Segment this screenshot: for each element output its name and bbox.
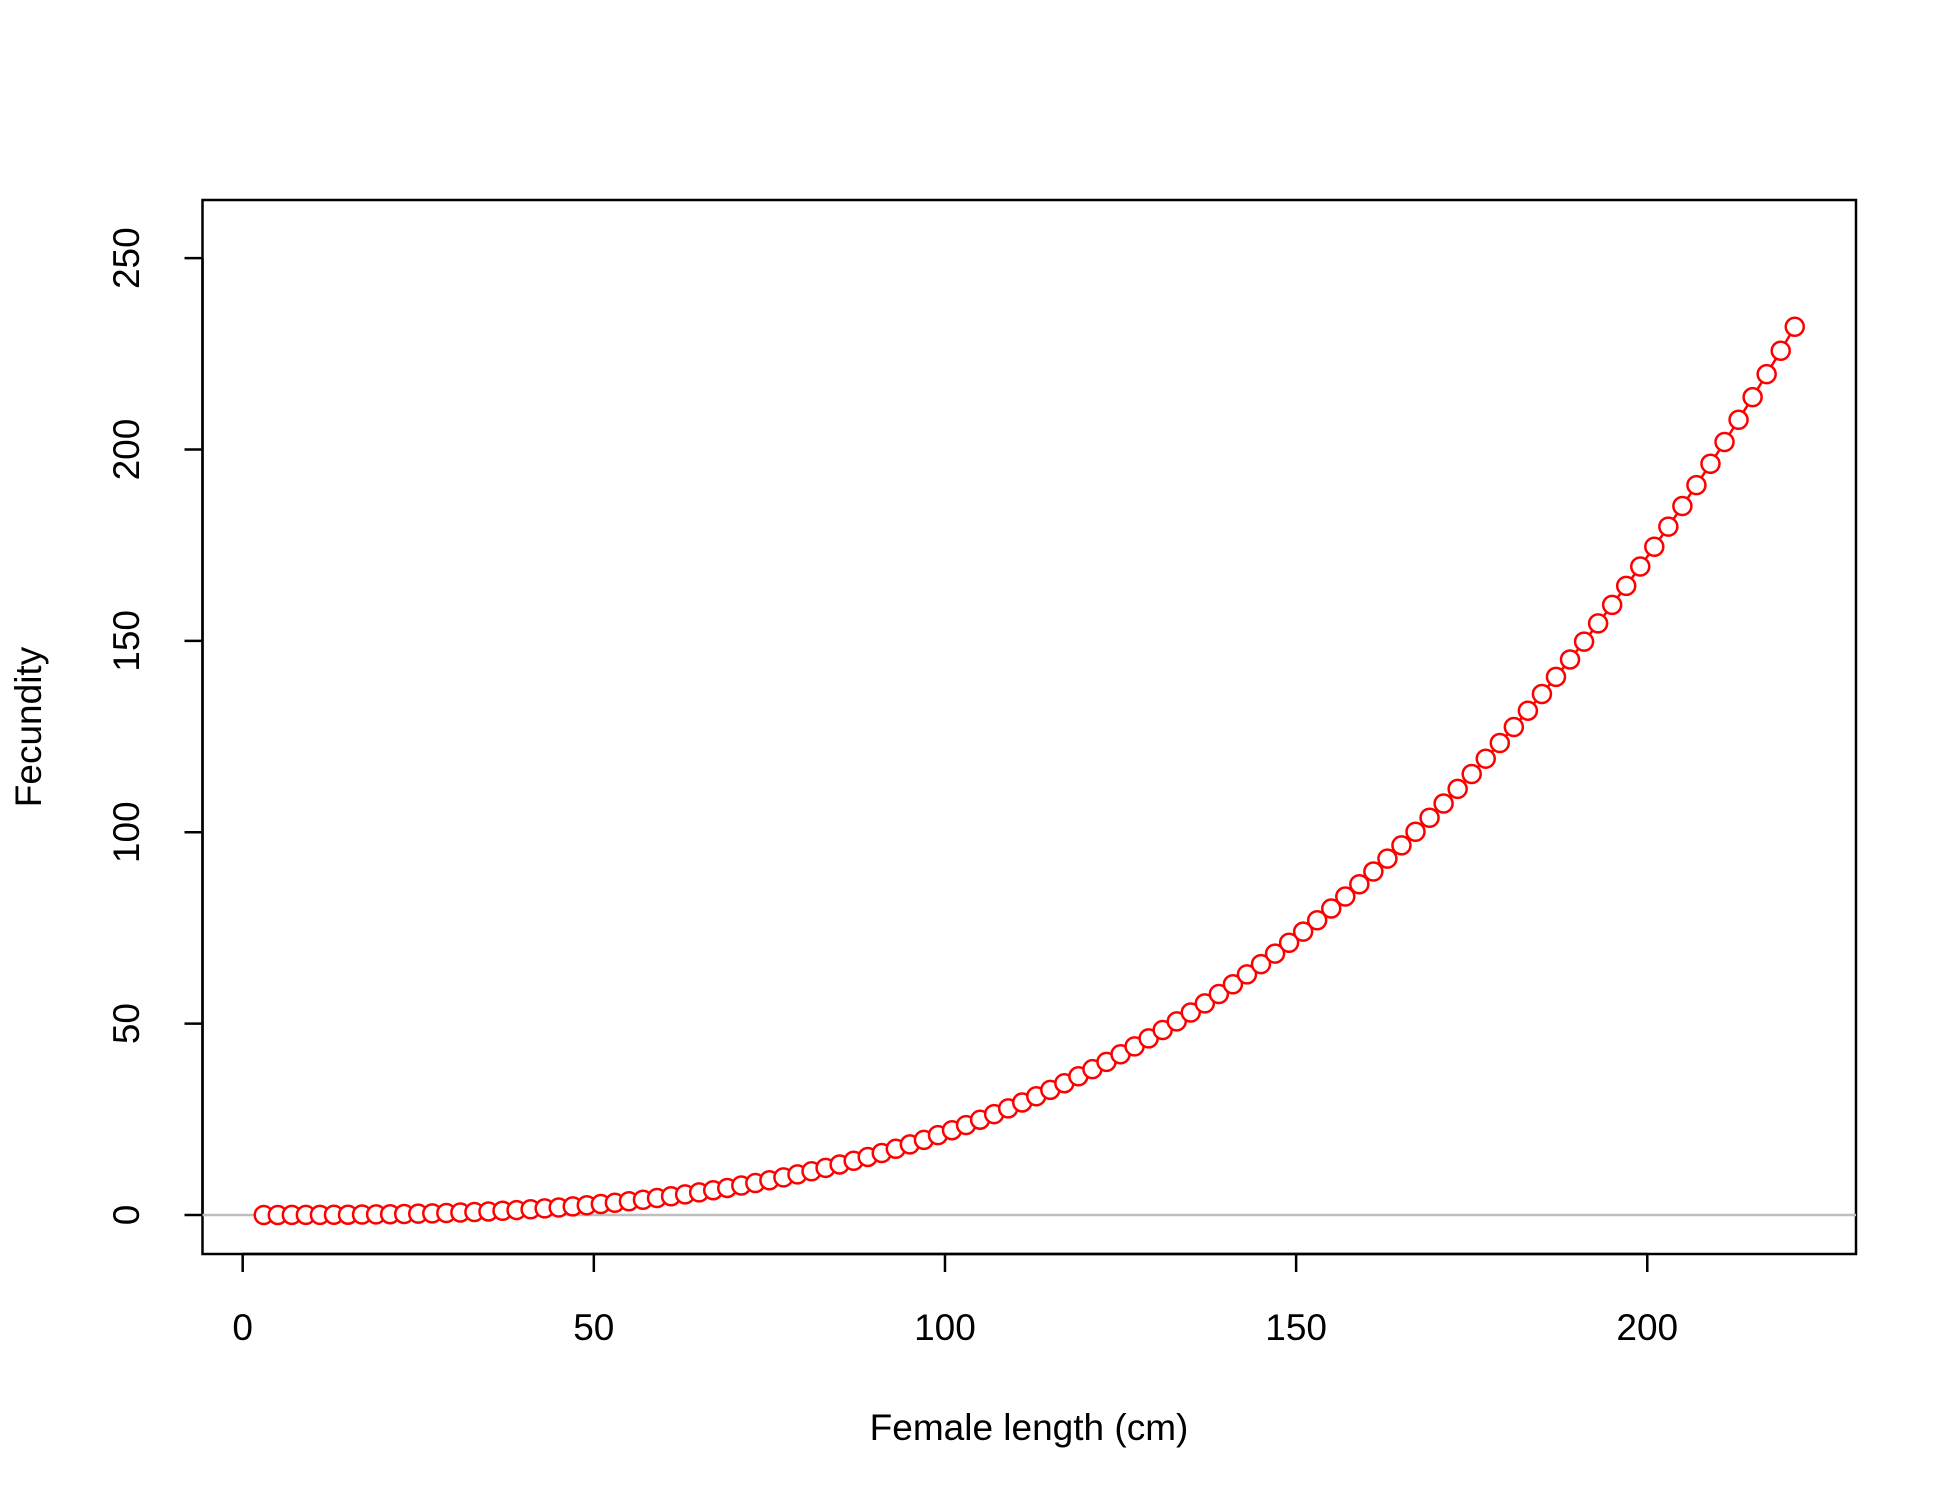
x-axis-label: Female length (cm) <box>870 1407 1189 1448</box>
point <box>1559 649 1581 670</box>
point <box>1419 807 1440 829</box>
point <box>1236 964 1258 985</box>
point <box>1194 993 1216 1014</box>
point <box>1377 848 1398 869</box>
point <box>1349 873 1370 895</box>
point <box>1433 793 1454 814</box>
point <box>1672 495 1693 517</box>
point <box>1250 953 1272 975</box>
x-tick-label: 200 <box>1616 1307 1678 1348</box>
point <box>1320 898 1342 919</box>
point <box>1756 363 1777 385</box>
point <box>1489 732 1511 754</box>
point <box>1363 861 1384 882</box>
point <box>1658 516 1679 537</box>
y-tick-label: 200 <box>106 419 147 481</box>
point <box>1503 716 1525 738</box>
point <box>1714 431 1735 453</box>
point <box>1770 340 1791 361</box>
point <box>1644 536 1665 558</box>
point <box>1405 821 1426 842</box>
point <box>1742 386 1763 408</box>
point <box>1475 748 1496 769</box>
y-tick-label: 50 <box>106 1003 147 1044</box>
y-axis-label: Fecundity <box>8 646 49 807</box>
x-tick-label: 0 <box>232 1307 253 1348</box>
point <box>1615 575 1637 597</box>
point <box>1180 1002 1202 1023</box>
x-tick-label: 50 <box>573 1307 614 1348</box>
point <box>1447 778 1468 800</box>
y-tick-label: 100 <box>106 801 147 863</box>
y-tick-label: 250 <box>106 227 147 289</box>
point <box>1728 409 1749 431</box>
point <box>1784 316 1806 338</box>
point <box>1264 943 1286 964</box>
x-tick-label: 150 <box>1265 1307 1327 1348</box>
point <box>1222 974 1244 995</box>
point <box>1278 932 1300 954</box>
point <box>1630 556 1651 577</box>
series-line <box>263 326 1796 1217</box>
point <box>1306 910 1328 931</box>
point <box>1545 666 1567 688</box>
point <box>1208 983 1230 1005</box>
point <box>1335 886 1356 907</box>
point <box>1686 474 1707 496</box>
point <box>1461 763 1482 785</box>
point <box>1517 700 1539 721</box>
y-tick-label: 0 <box>106 1205 147 1226</box>
x-tick-label: 100 <box>914 1307 976 1348</box>
point <box>1531 683 1553 705</box>
point <box>1573 631 1595 652</box>
point <box>1587 613 1609 634</box>
y-tick-label: 150 <box>106 610 147 672</box>
point <box>1391 835 1412 856</box>
point <box>1601 594 1623 616</box>
point <box>1700 453 1721 475</box>
point <box>1292 921 1314 942</box>
